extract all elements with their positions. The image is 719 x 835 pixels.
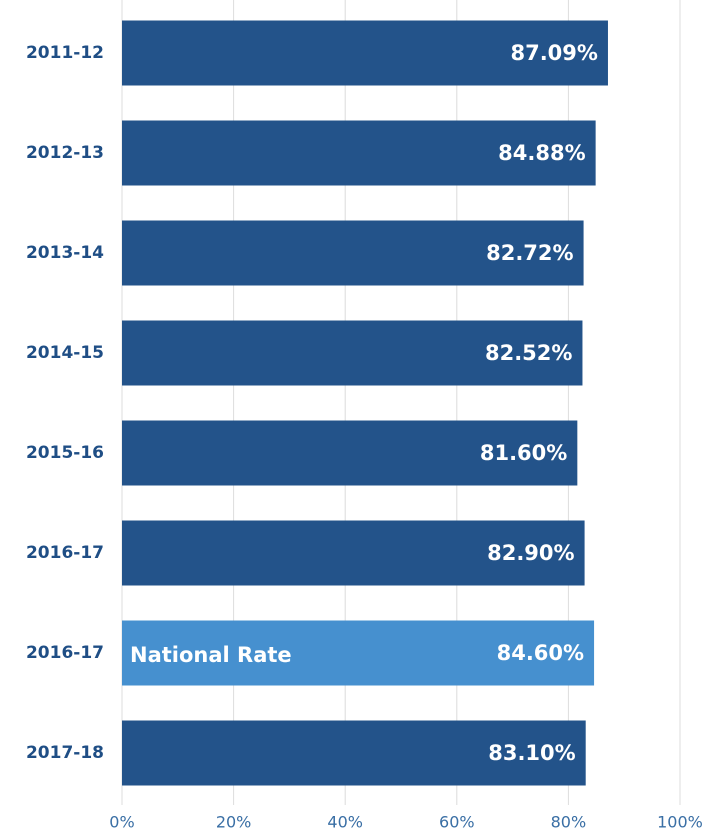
x-tick-label: 40% bbox=[327, 813, 363, 832]
value-label: 83.10% bbox=[488, 741, 575, 765]
x-tick-label: 60% bbox=[439, 813, 475, 832]
x-tick-label: 0% bbox=[109, 813, 134, 832]
y-tick-label: 2016-17 bbox=[26, 543, 104, 563]
value-label: 84.60% bbox=[497, 641, 584, 665]
x-tick-label: 80% bbox=[551, 813, 587, 832]
bar bbox=[122, 220, 584, 286]
bar bbox=[122, 420, 578, 486]
bar bbox=[122, 120, 596, 186]
bar bbox=[122, 520, 585, 586]
y-tick-label: 2013-14 bbox=[26, 243, 104, 263]
value-label: 82.90% bbox=[487, 541, 574, 565]
y-tick-label: 2012-13 bbox=[26, 143, 104, 163]
bar bbox=[122, 20, 608, 86]
x-tick-label: 20% bbox=[216, 813, 252, 832]
y-tick-label: 2017-18 bbox=[26, 743, 104, 763]
value-label: 82.72% bbox=[486, 241, 573, 265]
value-label: 81.60% bbox=[480, 441, 567, 465]
bar bbox=[122, 620, 595, 686]
bar-label: National Rate bbox=[130, 643, 292, 667]
value-label: 87.09% bbox=[510, 41, 597, 65]
bar bbox=[122, 720, 586, 786]
value-label: 82.52% bbox=[485, 341, 572, 365]
x-tick-label: 100% bbox=[657, 813, 703, 832]
y-tick-label: 2011-12 bbox=[26, 43, 104, 63]
y-tick-label: 2016-17 bbox=[26, 643, 104, 663]
bar bbox=[122, 320, 583, 386]
value-label: 84.88% bbox=[498, 141, 585, 165]
y-tick-label: 2015-16 bbox=[26, 443, 104, 463]
y-tick-label: 2014-15 bbox=[26, 343, 104, 363]
